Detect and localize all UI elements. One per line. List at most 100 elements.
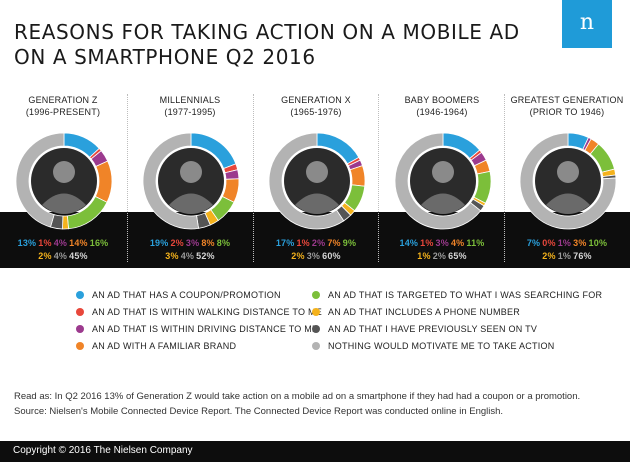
legend-label: AN AD THAT HAS A COUPON/PROMOTION — [92, 290, 281, 300]
portrait-shoulders-shape — [169, 193, 213, 214]
data-label-coupon: 13% — [17, 238, 37, 248]
chart-title: REASONS FOR TAKING ACTION ON A MOBILE AD… — [14, 20, 534, 70]
generation-years: (1946-1964) — [416, 107, 468, 117]
data-label-targeted: 10% — [588, 238, 608, 248]
portrait-shoulders-shape — [295, 193, 339, 214]
data-labels-row-2: 2% 3% 60% — [253, 251, 379, 261]
donut-slice-nothing — [142, 132, 200, 230]
legend-swatch — [312, 308, 320, 316]
legend-label: AN AD THAT IS WITHIN DRIVING DISTANCE TO… — [92, 324, 319, 334]
generation-name: BABY BOOMERS — [404, 95, 480, 105]
generation-label: GREATEST GENERATION (PRIOR TO 1946) — [504, 94, 630, 118]
legend-item-seen_tv: AN AD THAT I HAVE PREVIOUSLY SEEN ON TV — [312, 322, 537, 336]
data-labels-row-1: 7% 0% 1% 3% 10% — [504, 238, 630, 248]
legend-swatch — [312, 291, 320, 299]
generation-column: MILLENNIALS (1977-1995) 19% 2% 3% 8% 8% 3% 4% 52% — [127, 94, 253, 270]
donut-slice-phone — [62, 215, 69, 230]
data-label-brand: 4% — [450, 238, 465, 248]
data-label-phone: 2% — [542, 251, 556, 261]
data-label-coupon: 19% — [149, 238, 169, 248]
donut-chart — [268, 132, 366, 230]
data-label-walking: 1% — [296, 238, 310, 248]
generation-years: (1977-1995) — [164, 107, 216, 117]
donut-slice-nothing — [519, 132, 617, 230]
data-label-targeted: 11% — [466, 238, 485, 248]
data-label-walking: 2% — [170, 238, 184, 248]
data-label-walking: 1% — [420, 238, 434, 248]
data-label-driving: 4% — [53, 238, 68, 248]
data-label-targeted: 9% — [342, 238, 357, 248]
data-label-brand: 7% — [327, 238, 341, 248]
data-label-seen_tv: 4% — [53, 251, 68, 261]
data-labels-row-1: 19% 2% 3% 8% 8% — [127, 238, 253, 248]
donut-slice-nothing — [268, 132, 345, 230]
portrait-shoulders-shape — [546, 193, 590, 214]
donut-slice-brand — [94, 160, 113, 203]
generation-label: GENERATION X (1965-1976) — [253, 94, 379, 118]
data-label-brand: 8% — [201, 238, 215, 248]
generation-label: BABY BOOMERS (1946-1964) — [379, 94, 505, 118]
data-label-seen_tv: 1% — [557, 251, 572, 261]
donut-slice-nothing — [15, 132, 65, 228]
copyright-text: Copyright © 2016 The Nielsen Company — [13, 445, 193, 456]
data-label-seen_tv: 2% — [432, 251, 447, 261]
portrait-head-shape — [557, 161, 579, 183]
data-label-driving: 3% — [435, 238, 449, 248]
legend-item-walking: AN AD THAT IS WITHIN WALKING DISTANCE TO… — [76, 305, 322, 319]
generation-column: GREATEST GENERATION (PRIOR TO 1946) 7% 0% 1%… — [504, 94, 630, 270]
legend-swatch — [76, 308, 84, 316]
legend-swatch — [76, 342, 84, 350]
data-label-seen_tv: 4% — [180, 251, 195, 261]
legend-swatch — [312, 325, 320, 333]
data-label-nothing: 76% — [573, 251, 592, 261]
legend-swatch — [76, 325, 84, 333]
donut-chart — [142, 132, 240, 230]
legend-swatch — [312, 342, 320, 350]
legend-item-nothing: NOTHING WOULD MOTIVATE ME TO TAKE ACTION — [312, 339, 555, 353]
data-labels-row-1: 13% 1% 4% 14% 16% — [0, 238, 126, 248]
legend-item-targeted: AN AD THAT IS TARGETED TO WHAT I WAS SEA… — [312, 288, 602, 302]
generation-label: GENERATION Z (1996-PRESENT) — [0, 94, 126, 118]
generation-name: GENERATION Z — [28, 95, 98, 105]
generation-years: (1996-PRESENT) — [25, 107, 101, 117]
title-line-2: ON A SMARTPHONE Q2 2016 — [14, 45, 316, 69]
generation-years: (PRIOR TO 1946) — [529, 107, 605, 117]
portrait-head-shape — [180, 161, 202, 183]
data-label-driving: 3% — [185, 238, 200, 248]
data-label-brand: 14% — [69, 238, 88, 248]
source-note: Source: Nielsen's Mobile Connected Devic… — [14, 406, 504, 417]
data-label-seen_tv: 3% — [306, 251, 321, 261]
data-label-phone: 2% — [291, 251, 305, 261]
data-label-phone: 1% — [417, 251, 431, 261]
column-divider — [504, 94, 505, 262]
legend-label: AN AD WITH A FAMILIAR BRAND — [92, 341, 237, 351]
portrait-head-shape — [306, 161, 328, 183]
generation-name: MILLENNIALS — [159, 95, 221, 105]
data-label-targeted: 8% — [216, 238, 231, 248]
data-labels-row-1: 14% 1% 3% 4% 11% — [379, 238, 505, 248]
column-divider — [253, 94, 254, 262]
portrait-head-shape — [432, 161, 454, 183]
data-label-phone: 3% — [165, 251, 179, 261]
logo-letter: n — [580, 10, 594, 35]
data-label-driving: 2% — [311, 238, 326, 248]
data-label-nothing: 60% — [322, 251, 341, 261]
data-labels-row-1: 17% 1% 2% 7% 9% — [253, 238, 379, 248]
data-label-walking: 0% — [542, 238, 556, 248]
data-label-coupon: 14% — [399, 238, 419, 248]
data-labels-row-2: 1% 2% 65% — [379, 251, 505, 261]
legend-item-brand: AN AD WITH A FAMILIAR BRAND — [76, 339, 236, 353]
data-label-targeted: 16% — [89, 238, 109, 248]
donut-slice-nothing — [394, 132, 482, 230]
generation-label: MILLENNIALS (1977-1995) — [127, 94, 253, 118]
data-label-nothing: 45% — [69, 251, 88, 261]
generation-column: GENERATION X (1965-1976) 17% 1% 2% 7% 9% 2% 3% 60… — [253, 94, 379, 270]
donut-chart — [15, 132, 113, 230]
legend-item-driving: AN AD THAT IS WITHIN DRIVING DISTANCE TO… — [76, 322, 318, 336]
data-labels-row-2: 3% 4% 52% — [127, 251, 253, 261]
data-labels-row-2: 2% 1% 76% — [504, 251, 630, 261]
data-label-nothing: 65% — [448, 251, 467, 261]
data-labels-row-2: 2% 4% 45% — [0, 251, 126, 261]
generation-column: BABY BOOMERS (1946-1964) 14% 1% 3% 4% 11% 1% 2% 6… — [379, 94, 505, 270]
generation-name: GENERATION X — [281, 95, 351, 105]
